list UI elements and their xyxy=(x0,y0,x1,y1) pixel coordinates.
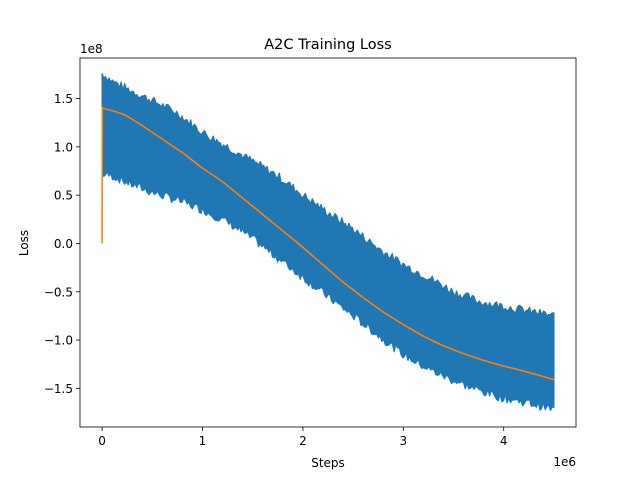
y-tick-label: −1.0 xyxy=(44,334,73,348)
y-tick-label: −0.5 xyxy=(44,285,73,299)
x-tick-label: 4 xyxy=(500,434,508,448)
x-tick-label: 3 xyxy=(399,434,407,448)
x-axis-offset-label: 1e6 xyxy=(553,455,576,469)
y-axis-offset-label: 1e8 xyxy=(80,42,103,56)
raw-loss-layer xyxy=(101,72,555,412)
x-tick-label: 2 xyxy=(299,434,307,448)
y-tick-label: −1.5 xyxy=(44,382,73,396)
smoothed-loss-series xyxy=(101,106,555,381)
chart-title: A2C Training Loss xyxy=(264,37,392,53)
x-axis-ticks: 0 1 2 3 4 xyxy=(98,427,508,448)
y-axis-label: Loss xyxy=(17,230,31,256)
x-axis-label: Steps xyxy=(311,456,345,470)
x-tick-label: 1 xyxy=(199,434,207,448)
x-tick-label: 0 xyxy=(98,434,106,448)
plot-area-frame xyxy=(79,57,577,428)
y-tick-label: 0.0 xyxy=(54,237,73,251)
y-tick-label: 0.5 xyxy=(54,189,73,203)
y-axis-ticks: 1.5 1.0 0.5 0.0 −0.5 −1.0 −1.5 xyxy=(44,92,80,396)
y-tick-label: 1.0 xyxy=(54,140,73,154)
smoothed-loss-layer xyxy=(101,106,555,381)
raw-loss-series xyxy=(101,72,555,412)
y-tick-label: 1.5 xyxy=(54,92,73,106)
